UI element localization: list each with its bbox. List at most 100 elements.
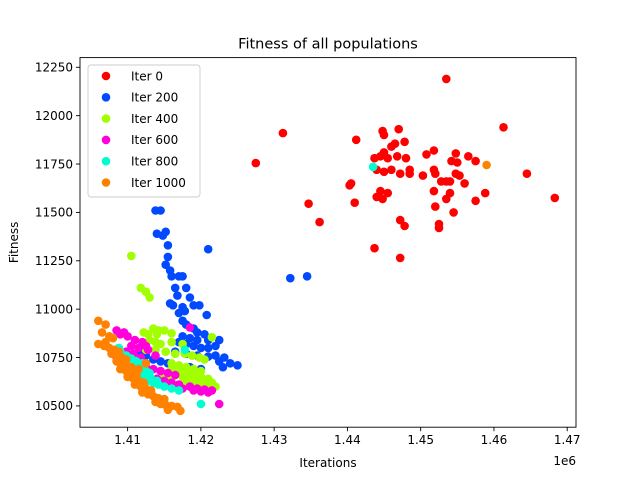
- legend-marker: [101, 178, 111, 187]
- data-point: [522, 169, 532, 178]
- data-point: [395, 253, 405, 263]
- data-point: [378, 194, 387, 204]
- data-point: [346, 179, 356, 188]
- legend-label: Iter 600: [131, 133, 178, 147]
- y-tick-label: 10750: [35, 351, 73, 365]
- y-tick-label: 12000: [35, 109, 73, 123]
- data-point: [196, 343, 206, 353]
- data-point: [233, 361, 242, 370]
- data-point: [170, 349, 180, 359]
- data-point: [207, 332, 217, 342]
- data-point: [141, 359, 151, 368]
- data-point: [200, 355, 209, 364]
- data-point: [127, 341, 136, 351]
- data-point: [442, 194, 451, 204]
- y-tick-label: 11250: [35, 254, 73, 268]
- series-iter-5: [94, 160, 491, 416]
- data-point: [151, 351, 160, 360]
- data-point: [180, 306, 190, 316]
- data-point: [431, 202, 440, 211]
- data-point: [189, 341, 198, 351]
- data-point: [550, 193, 560, 203]
- data-point: [445, 177, 455, 186]
- data-point: [418, 171, 428, 180]
- data-point: [173, 291, 182, 300]
- data-point: [315, 217, 324, 227]
- data-point: [101, 320, 110, 329]
- data-point: [225, 359, 235, 368]
- x-tick-label: 1.41: [114, 433, 141, 447]
- y-tick-label: 12250: [35, 61, 73, 75]
- data-point: [499, 123, 508, 132]
- data-point: [170, 370, 180, 380]
- data-point: [480, 188, 490, 198]
- data-point: [189, 364, 198, 374]
- data-point: [143, 345, 153, 355]
- data-point: [134, 343, 143, 353]
- series-iter-2: [127, 251, 220, 391]
- data-point: [163, 368, 173, 378]
- data-point: [202, 310, 211, 320]
- data-point: [195, 301, 204, 310]
- data-point: [449, 208, 458, 217]
- data-point: [471, 196, 480, 206]
- data-point: [174, 386, 184, 395]
- data-point: [167, 272, 176, 281]
- data-point: [176, 406, 185, 416]
- legend-label: Iter 0: [131, 69, 163, 83]
- legend-label: Iter 400: [131, 112, 178, 126]
- data-point: [368, 162, 378, 172]
- data-point: [116, 330, 125, 339]
- y-axis-ticks: 10500 10750 11000 11250 11500 11750 12000 12250: [35, 61, 80, 413]
- data-point: [97, 328, 107, 337]
- data-point: [163, 241, 173, 250]
- data-point: [350, 198, 360, 207]
- data-point: [455, 171, 464, 180]
- data-point: [203, 388, 213, 397]
- data-point: [196, 387, 206, 396]
- data-point: [203, 244, 213, 254]
- data-point: [203, 343, 213, 353]
- legend-marker: [101, 135, 111, 145]
- data-point: [422, 150, 431, 159]
- data-point: [351, 135, 361, 145]
- data-point: [127, 251, 136, 261]
- data-point: [123, 332, 132, 341]
- x-tick-label: 1.42: [188, 433, 215, 447]
- data-point: [163, 405, 173, 415]
- x-tick-label: 1.46: [481, 433, 508, 447]
- data-point: [400, 221, 409, 231]
- data-point: [304, 199, 313, 208]
- data-point: [302, 272, 312, 281]
- data-point: [383, 188, 393, 198]
- y-tick-label: 11750: [35, 157, 73, 171]
- data-point: [395, 169, 405, 178]
- data-point: [218, 362, 228, 372]
- data-point: [429, 146, 439, 155]
- legend-label: Iter 200: [131, 91, 178, 105]
- data-point: [436, 177, 446, 186]
- data-point: [180, 345, 190, 355]
- legend-marker: [101, 71, 111, 81]
- data-point: [278, 128, 288, 138]
- data-point: [214, 399, 224, 409]
- data-point: [379, 167, 389, 177]
- data-point: [434, 223, 444, 233]
- data-point: [192, 328, 202, 337]
- data-point: [401, 153, 411, 163]
- data-point: [145, 293, 154, 302]
- data-point: [429, 165, 439, 175]
- series-iter-0: [251, 74, 560, 263]
- data-point: [94, 316, 103, 326]
- legend-label: Iter 1000: [131, 176, 186, 190]
- data-point: [156, 357, 165, 366]
- legend: Iter 0 Iter 200 Iter 400 Iter 600 Iter 800 It…: [87, 64, 201, 198]
- data-point: [134, 364, 143, 374]
- data-point: [163, 252, 173, 262]
- data-points: [94, 74, 560, 416]
- data-point: [464, 152, 473, 161]
- x-axis-offset-label: 1e6: [553, 454, 576, 468]
- chart-title: Fitness of all populations: [238, 37, 418, 53]
- data-point: [453, 158, 462, 167]
